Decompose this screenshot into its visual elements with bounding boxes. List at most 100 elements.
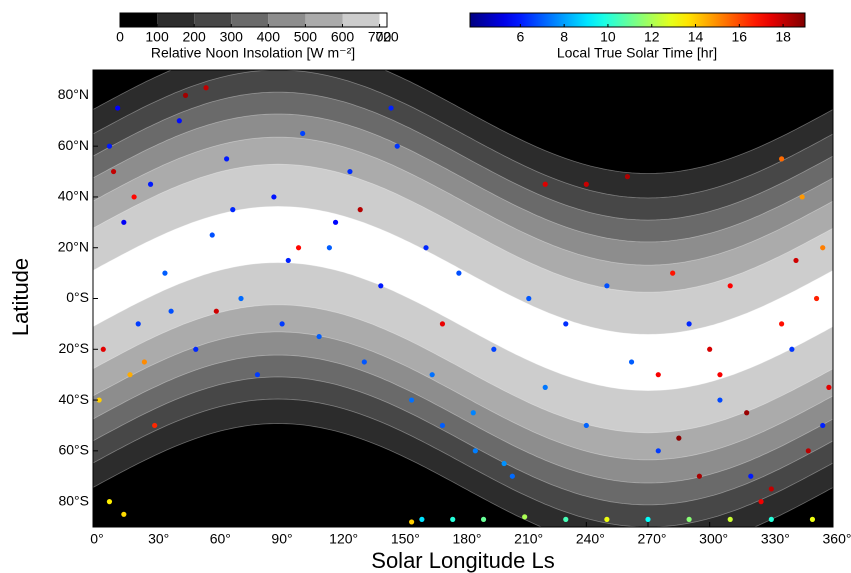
data-point — [563, 516, 569, 522]
data-point — [813, 295, 820, 302]
data-point — [655, 372, 661, 378]
data-point — [686, 516, 692, 522]
y-tick-label: 0°S — [66, 289, 89, 305]
data-point — [542, 181, 548, 187]
data-point — [162, 270, 168, 276]
data-point — [131, 194, 137, 200]
y-tick-label: 80°N — [58, 86, 89, 102]
data-point — [809, 516, 816, 522]
data-point — [779, 156, 785, 162]
data-point — [686, 321, 692, 327]
data-point — [147, 181, 154, 187]
data-point — [347, 168, 353, 175]
data-point — [470, 410, 476, 416]
data-point — [542, 384, 548, 390]
y-tick-label: 40°N — [58, 188, 89, 204]
data-point — [805, 448, 811, 454]
data-point — [563, 321, 569, 327]
data-point — [326, 245, 332, 251]
colorbar-block — [305, 13, 343, 27]
colorbar-tick-label: 400 — [257, 29, 281, 45]
data-point — [820, 422, 826, 429]
data-point — [799, 194, 805, 200]
data-point — [271, 194, 277, 200]
data-point — [115, 105, 121, 111]
colorbar-tick-label: 18 — [775, 29, 791, 45]
colorbar-block — [231, 13, 269, 27]
data-point — [645, 516, 651, 522]
x-tick-label: 60° — [210, 531, 231, 547]
colorbar-tick-label: 16 — [732, 29, 748, 45]
data-point — [295, 245, 302, 251]
data-point — [707, 346, 713, 352]
x-tick-label: 300° — [699, 531, 728, 547]
data-point — [378, 283, 384, 289]
data-point — [758, 499, 764, 505]
data-point — [230, 207, 236, 213]
data-point — [106, 499, 113, 505]
data-point — [439, 321, 446, 327]
x-tick-label: 210° — [514, 531, 543, 547]
colorbar-block — [268, 13, 306, 27]
x-axis-label: Solar Longitude Ls — [371, 548, 554, 573]
colorbar-tick-label: 200 — [182, 29, 206, 45]
data-point — [604, 283, 610, 289]
data-point — [793, 257, 799, 264]
data-point — [316, 333, 322, 340]
data-point — [820, 245, 826, 251]
data-point — [717, 397, 723, 403]
y-tick-label: 20°S — [58, 340, 89, 356]
data-point — [522, 514, 528, 520]
data-point — [768, 486, 774, 492]
y-axis-label: Latitude — [8, 258, 33, 336]
insolation-field — [93, 70, 833, 527]
data-point — [670, 270, 676, 276]
y-tick-label: 60°N — [58, 137, 89, 153]
data-point — [789, 346, 795, 352]
x-tick-label: 90° — [271, 531, 292, 547]
data-point — [361, 359, 367, 365]
data-point — [285, 257, 291, 264]
data-point — [168, 308, 174, 314]
colorbar-frame — [119, 12, 388, 28]
colorbar-tick-label: 8 — [560, 29, 568, 45]
data-point — [526, 295, 532, 302]
colorbar-block — [379, 13, 387, 27]
colorbar-tick-label: 300 — [220, 29, 244, 45]
data-point — [176, 118, 182, 124]
data-point — [279, 321, 285, 327]
data-point — [388, 105, 394, 111]
data-point — [655, 448, 661, 454]
data-point — [744, 410, 750, 416]
colorbar-tick-label: 6 — [516, 29, 524, 45]
data-point — [224, 156, 230, 162]
data-point — [182, 92, 189, 98]
colorbar-tick-label: 12 — [644, 29, 660, 45]
data-point — [152, 422, 158, 429]
data-point — [110, 168, 117, 175]
colorbar-block — [120, 13, 158, 27]
x-tick-label: 30° — [148, 531, 169, 547]
data-point — [106, 143, 113, 149]
x-tick-label: 270° — [638, 531, 667, 547]
x-tick-label: 180° — [453, 531, 482, 547]
x-tick-label: 150° — [391, 531, 420, 547]
y-tick-label: 20°N — [58, 238, 89, 254]
data-point — [409, 397, 415, 403]
data-point — [121, 511, 127, 517]
colorbar-tick-label: 600 — [331, 29, 355, 45]
data-point — [332, 219, 339, 225]
colorbar-block — [157, 13, 195, 27]
data-point — [419, 516, 425, 522]
data-point — [583, 422, 589, 429]
data-point — [209, 232, 215, 238]
data-point — [826, 384, 832, 390]
data-point — [423, 245, 429, 251]
data-point — [213, 308, 219, 314]
data-point — [394, 143, 400, 149]
data-point — [121, 219, 127, 225]
data-point — [127, 372, 133, 378]
data-point — [300, 130, 306, 137]
data-point — [748, 473, 754, 479]
